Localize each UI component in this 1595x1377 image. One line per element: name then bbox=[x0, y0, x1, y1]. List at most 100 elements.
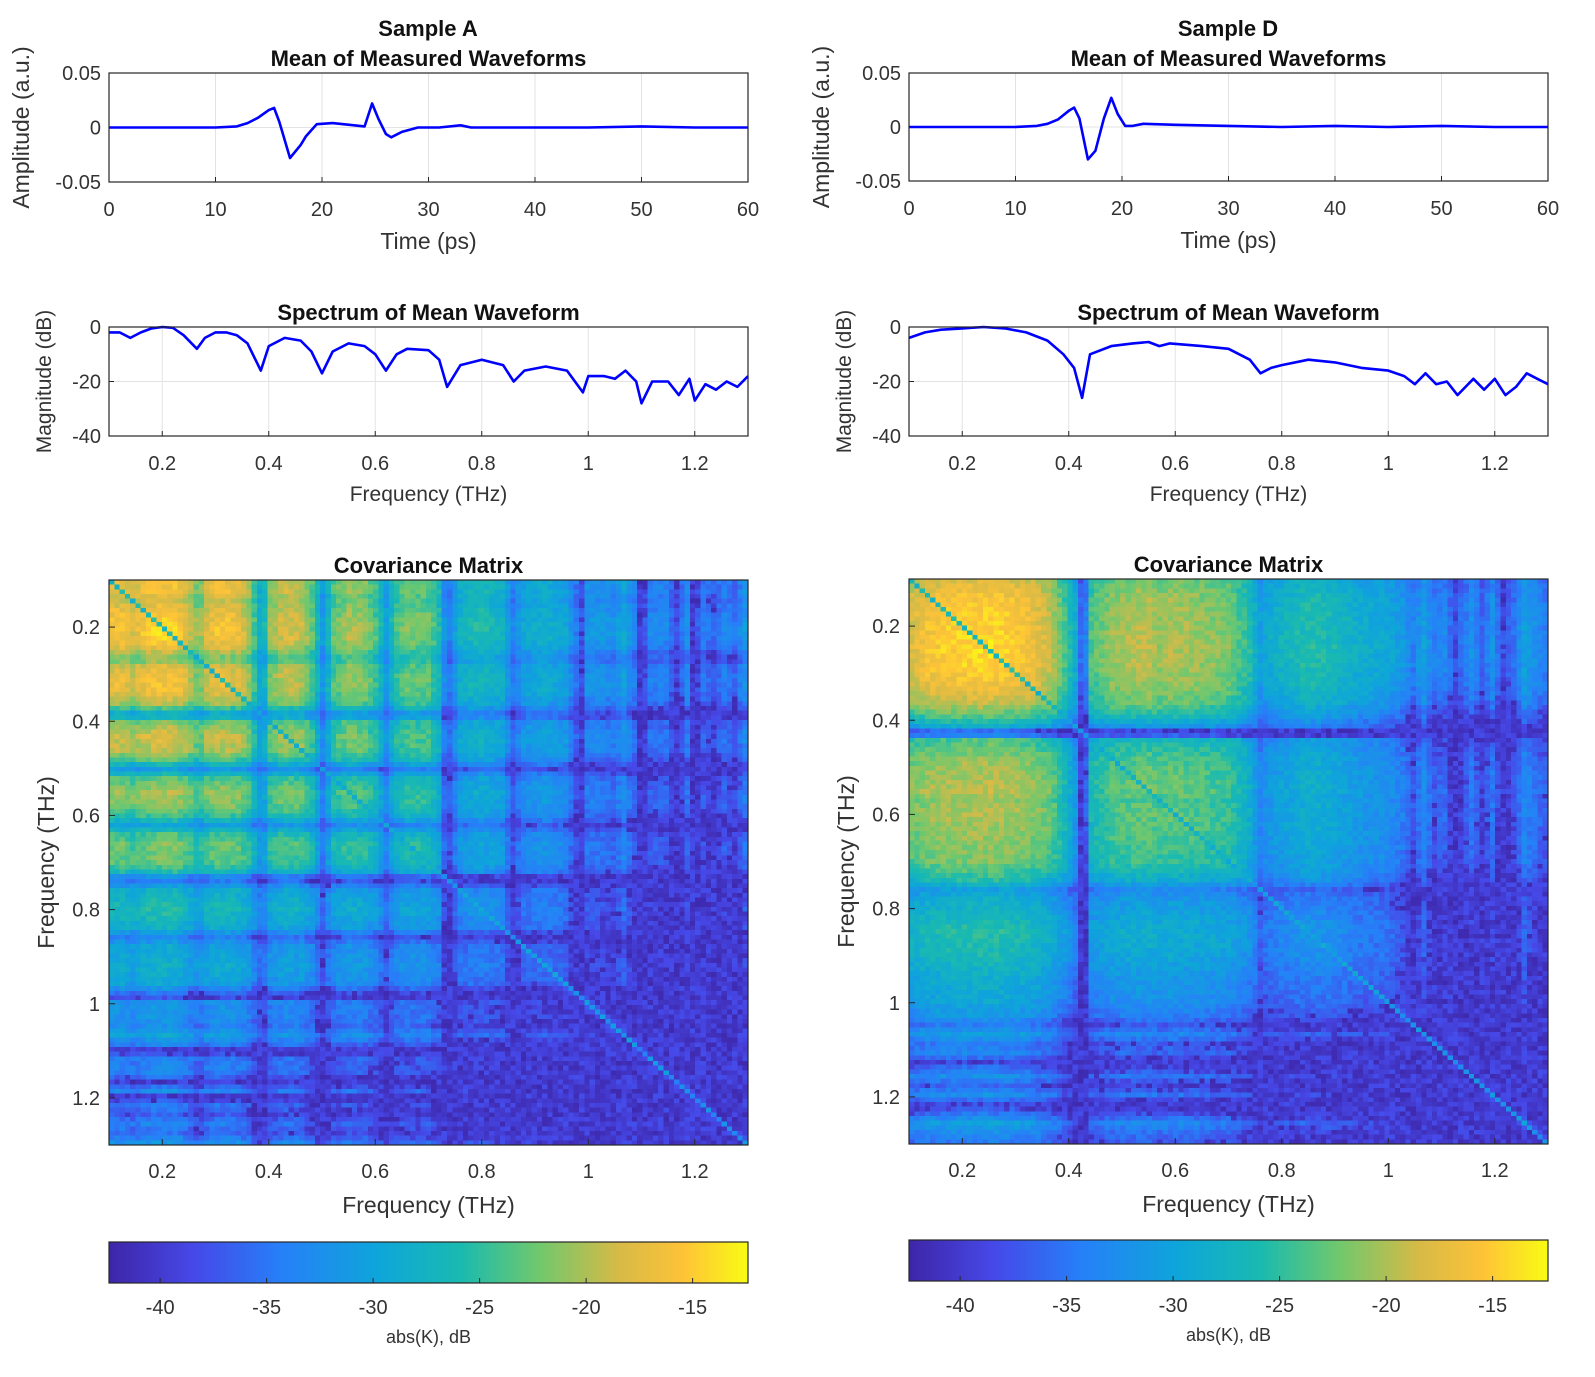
sample-d-cov-x-tick-label: 0.2 bbox=[948, 1160, 976, 1182]
sample-a-colorbar-tick-label: -35 bbox=[252, 1297, 281, 1319]
sample-a-colorbar-tick-label: -25 bbox=[465, 1297, 494, 1319]
sample-a-cov-y-tick-label: 1 bbox=[89, 994, 100, 1016]
sample-d-waveform-x-tick-label: 50 bbox=[1430, 198, 1452, 220]
sample-d-waveform-x-tick-label: 10 bbox=[1004, 198, 1026, 220]
sample-d-cov-frame bbox=[908, 578, 1549, 1145]
sample-a-spectrum-frame bbox=[108, 326, 749, 437]
sample-d-waveform-x-tick-label: 40 bbox=[1324, 198, 1346, 220]
sample-a-spectrum-y-tick-label: -40 bbox=[72, 426, 101, 448]
sample-d-waveform-y-tick-label: 0 bbox=[890, 117, 901, 139]
sample-d-colorbar-label: abs(K), dB bbox=[1186, 1325, 1271, 1345]
sample-d-waveform-x-tick-label: 30 bbox=[1217, 198, 1239, 220]
sample-d-cov-y-tick-label: 1 bbox=[889, 993, 900, 1015]
sample-a-spectrum-x-tick-label: 0.6 bbox=[361, 453, 389, 475]
sample-d-cov-x-tick-label: 1.2 bbox=[1481, 1160, 1509, 1182]
sample-a-cov-x-tick-label: 1.2 bbox=[681, 1161, 709, 1183]
sample-d-waveform-y-tick-label: -0.05 bbox=[855, 171, 901, 193]
sample-a-waveform-x-tick-label: 0 bbox=[103, 199, 114, 221]
sample-a-spectrum-x-tick-label: 0.2 bbox=[148, 453, 176, 475]
sample-a-cov-x-tick-label: 1 bbox=[583, 1161, 594, 1183]
sample-a-spectrum-x-tick-label: 1 bbox=[583, 453, 594, 475]
sample-d-cov-y-tick-label: 0.6 bbox=[872, 804, 900, 826]
sample-d-spectrum-x-tick-label: 1.2 bbox=[1481, 453, 1509, 475]
sample-a-spectrum-title: Spectrum of Mean Waveform bbox=[277, 300, 579, 325]
sample-a-spectrum-y-axis-label: Magnitude (dB) bbox=[33, 310, 56, 454]
sample-a-spectrum-y-tick-label: 0 bbox=[90, 317, 101, 339]
sample-d-colorbar-tick-label: -35 bbox=[1052, 1295, 1081, 1317]
sample-d-spectrum-series-line bbox=[908, 325, 1549, 400]
sample-a-waveform-y-tick-label: 0.05 bbox=[62, 63, 101, 85]
sample-a-waveform-x-tick-label: 50 bbox=[630, 199, 652, 221]
sample-d-cov-title: Covariance Matrix bbox=[1134, 552, 1324, 577]
sample-d-waveform-x-axis-label: Time (ps) bbox=[1180, 227, 1276, 253]
sample-a-colorbar-frame bbox=[108, 1241, 749, 1284]
sample-a-colorbar-tick-label: -15 bbox=[678, 1297, 707, 1319]
sample-a-waveform-x-tick-label: 40 bbox=[524, 199, 546, 221]
sample-a-waveform-x-tick-label: 30 bbox=[417, 199, 439, 221]
sample-a-waveform-frame bbox=[108, 72, 749, 183]
sample-d-cov-x-tick-label: 0.4 bbox=[1055, 1160, 1083, 1182]
sample-d-colorbar bbox=[909, 1240, 1548, 1281]
sample-a-waveform-x-tick-label: 10 bbox=[204, 199, 226, 221]
sample-d-waveform-y-tick-label: 0.05 bbox=[862, 63, 901, 85]
sample-d-waveform-title: Mean of Measured Waveforms bbox=[1071, 46, 1387, 71]
sample-d-colorbar-tick-label: -15 bbox=[1478, 1295, 1507, 1317]
sample-d-cov-x-tick-label: 0.6 bbox=[1161, 1160, 1189, 1182]
sample-a-waveform-y-axis-label: Amplitude (a.u.) bbox=[8, 46, 34, 208]
sample-a-colorbar-tick-label: -40 bbox=[146, 1297, 175, 1319]
sample-d-cov-y-tick-label: 1.2 bbox=[872, 1087, 900, 1109]
sample-d-spectrum-y-tick-label: -40 bbox=[872, 426, 901, 448]
sample-a-spectrum-x-axis-label: Frequency (THz) bbox=[350, 483, 508, 506]
sample-d-cov-x-axis-label: Frequency (THz) bbox=[1142, 1191, 1315, 1217]
sample-a-cov-x-tick-label: 0.4 bbox=[255, 1161, 283, 1183]
sample-d-waveform-series-line bbox=[909, 96, 1548, 161]
sample-a-sample-title: Sample A bbox=[378, 16, 478, 41]
sample-a-spectrum-series-line bbox=[109, 325, 749, 405]
sample-a-cov-y-tick-label: 0.6 bbox=[72, 805, 100, 827]
sample-d-covariance-heatmap bbox=[909, 579, 1548, 1144]
sample-d-spectrum-x-tick-label: 0.4 bbox=[1055, 453, 1083, 475]
sample-d-colorbar-tick-label: -40 bbox=[946, 1295, 975, 1317]
sample-d-spectrum-x-tick-label: 0.2 bbox=[948, 453, 976, 475]
sample-a-cov-frame bbox=[108, 579, 749, 1146]
sample-a-cov-y-tick-label: 0.4 bbox=[72, 711, 100, 733]
sample-a-cov-x-tick-label: 0.2 bbox=[148, 1161, 176, 1183]
sample-a-colorbar-tick-label: -20 bbox=[572, 1297, 601, 1319]
sample-a-cov-y-tick-label: 0.2 bbox=[72, 617, 100, 639]
sample-d-cov-y-tick-label: 0.4 bbox=[872, 710, 900, 732]
sample-a-cov-y-axis-label: Frequency (THz) bbox=[33, 776, 59, 949]
sample-a-waveform-x-axis-label: Time (ps) bbox=[380, 228, 476, 254]
sample-a-covariance-heatmap bbox=[109, 580, 748, 1145]
sample-d-cov-x-tick-label: 0.8 bbox=[1268, 1160, 1296, 1182]
sample-d-cov-y-tick-label: 0.8 bbox=[872, 899, 900, 921]
sample-a-cov-y-tick-label: 1.2 bbox=[72, 1088, 100, 1110]
sample-a-cov-title: Covariance Matrix bbox=[334, 553, 524, 578]
sample-d-waveform-x-tick-label: 60 bbox=[1537, 198, 1559, 220]
sample-a-spectrum-x-tick-label: 0.8 bbox=[468, 453, 496, 475]
sample-a-waveform-series-line bbox=[109, 102, 748, 160]
sample-d-colorbar-tick-label: -30 bbox=[1159, 1295, 1188, 1317]
sample-d-colorbar-tick-label: -25 bbox=[1265, 1295, 1294, 1317]
sample-d-waveform-frame bbox=[908, 72, 1549, 182]
sample-a-waveform-y-tick-label: -0.05 bbox=[55, 172, 101, 194]
sample-a-waveform-x-tick-label: 60 bbox=[737, 199, 759, 221]
sample-a-cov-x-axis-label: Frequency (THz) bbox=[342, 1192, 515, 1218]
sample-d-cov-y-tick-label: 0.2 bbox=[872, 616, 900, 638]
sample-d-waveform-x-tick-label: 0 bbox=[903, 198, 914, 220]
sample-a-colorbar-label: abs(K), dB bbox=[386, 1327, 471, 1347]
sample-a-spectrum-x-tick-label: 0.4 bbox=[255, 453, 283, 475]
sample-d-sample-title: Sample D bbox=[1178, 16, 1278, 41]
sample-d-spectrum-y-tick-label: 0 bbox=[890, 317, 901, 339]
sample-d-cov-x-tick-label: 1 bbox=[1383, 1160, 1394, 1182]
sample-a-cov-x-tick-label: 0.6 bbox=[361, 1161, 389, 1183]
sample-d-spectrum-x-tick-label: 0.8 bbox=[1268, 453, 1296, 475]
sample-d-colorbar-frame bbox=[908, 1239, 1549, 1282]
sample-a-cov-y-tick-label: 0.8 bbox=[72, 900, 100, 922]
sample-d-spectrum-frame bbox=[908, 326, 1549, 437]
sample-d-spectrum-y-tick-label: -20 bbox=[872, 372, 901, 394]
sample-d-spectrum-y-axis-label: Magnitude (dB) bbox=[833, 310, 856, 454]
sample-a-spectrum-x-tick-label: 1.2 bbox=[681, 453, 709, 475]
sample-d-waveform-x-tick-label: 20 bbox=[1111, 198, 1133, 220]
